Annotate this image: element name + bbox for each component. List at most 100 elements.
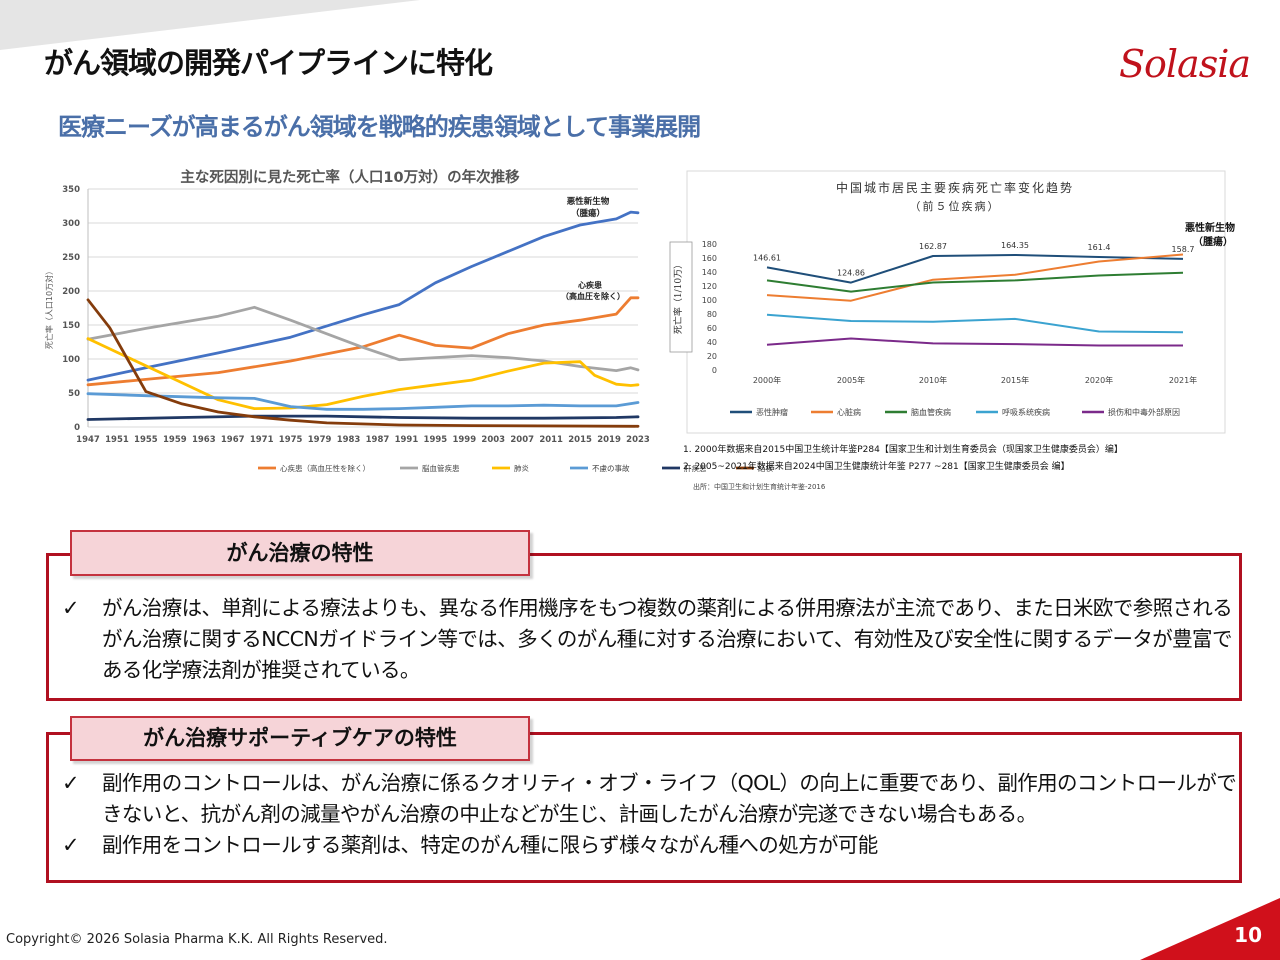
x-tick-label: 2000年 — [753, 375, 781, 385]
data-label: 146.61 — [753, 253, 781, 262]
y-tick-label: 160 — [702, 254, 717, 263]
y-tick-label: 80 — [707, 310, 717, 319]
y-axis-label: 死亡率（1/10万） — [672, 260, 684, 334]
check-icon: ✓ — [62, 596, 80, 620]
y-tick-label: 180 — [702, 240, 717, 249]
y-tick-label: 300 — [62, 219, 80, 229]
x-tick-label: 1995 — [424, 435, 448, 445]
bullet-item: ✓ 副作用のコントロールは、がん治療に係るクオリティ・オブ・ライフ（QOL）の向… — [62, 768, 1238, 830]
legend-label: 损伤和中毒外部原因 — [1108, 407, 1180, 417]
x-tick-label: 1971 — [250, 435, 274, 445]
y-tick-label: 120 — [702, 282, 717, 291]
legend-item: 恶性肿瘤 — [730, 407, 788, 417]
panel-1-bullets: ✓ がん治療は、単剤による療法よりも、異なる作用機序をもつ複数の薬剤による併用療… — [62, 593, 1238, 686]
annotation-malignant-neoplasm: 悪性新生物（腫瘍） — [1185, 221, 1235, 248]
check-icon: ✓ — [62, 833, 80, 857]
x-tick-label: 1999 — [452, 435, 476, 445]
y-tick-label: 250 — [62, 253, 80, 263]
legend-label: 脑血管疾病 — [911, 407, 951, 417]
y-tick-label: 60 — [707, 324, 717, 333]
solasia-logo: Solasia — [1118, 42, 1251, 86]
y-tick-label: 20 — [707, 352, 717, 361]
legend-item: 呼吸系统疾病 — [976, 407, 1050, 417]
y-axis-label: 死亡率（人口10万対） — [44, 267, 54, 349]
x-tick-label: 1955 — [134, 435, 158, 445]
y-tick-label: 100 — [62, 355, 80, 365]
annotation-text: 悪性新生物 — [567, 196, 610, 207]
legend-item: 脳血管疾患 — [400, 463, 460, 473]
annotation-sub: （腫瘍） — [1193, 235, 1233, 248]
legend-item: 結核 — [736, 463, 773, 473]
series-line-肺炎 — [86, 337, 640, 410]
panel-heading: がん治療サポーティブケアの特性 — [70, 716, 530, 761]
china-mortality-chart: 中国城市居民主要疾病死亡率变化趋势 （前５位疾病） 0 20 40 60 80 100 120 1… — [669, 170, 1235, 434]
annotation-sub: （高血圧を除く） — [561, 291, 625, 301]
series-line-脑血管疾病 — [766, 271, 1184, 293]
x-tick-label: 1959 — [163, 435, 187, 445]
chart-frame — [686, 170, 1226, 434]
y-tick-label: 100 — [702, 296, 717, 305]
legend-item: 心疾患（高血圧性を除く） — [258, 463, 370, 473]
chart-notes: 1. 2000年数据来自2015中国卫生统计年鉴P284【国家卫生和计划生育委员… — [683, 442, 1123, 476]
y-tick-label: 0 — [74, 423, 80, 433]
chart-source: 出所：中国卫生和计划生育统计年鉴-2016 — [693, 483, 826, 491]
data-label: 124.86 — [837, 269, 865, 278]
data-label: 162.87 — [919, 242, 947, 251]
x-tick-label: 1979 — [308, 435, 332, 445]
japan-mortality-chart: 主な死因別に見た死亡率（人口10万対）の年次推移0501001502002503… — [44, 168, 773, 473]
series-line-心脏病 — [766, 253, 1184, 302]
x-tick-label: 2011 — [539, 435, 563, 445]
x-tick-label: 1963 — [192, 435, 216, 445]
x-tick-label: 1991 — [395, 435, 419, 445]
panel-heading: がん治療の特性 — [70, 530, 530, 576]
series-line-肝疾患 — [86, 414, 640, 421]
legend-item: 肺炎 — [492, 464, 529, 473]
chart-title: 中国城市居民主要疾病死亡率变化趋势 — [836, 180, 1074, 195]
check-icon: ✓ — [62, 771, 80, 795]
x-tick-label: 1947 — [76, 435, 100, 445]
legend-label: 不慮の事故 — [592, 463, 630, 473]
series-line-悪性新生物 — [86, 210, 640, 382]
x-tick-label: 1983 — [337, 435, 361, 445]
x-tick-label: 2007 — [510, 435, 534, 445]
data-label: 164.35 — [1001, 241, 1029, 250]
x-tick-label: 2005年 — [837, 375, 865, 385]
legend-item: 脑血管疾病 — [885, 407, 951, 417]
legend-label: 肺炎 — [514, 464, 529, 473]
x-tick-label: 2023 — [626, 435, 650, 445]
y-tick-label: 150 — [62, 321, 80, 331]
legend-label: 結核 — [758, 463, 773, 473]
data-label: 158.7 — [1172, 245, 1195, 254]
bullet-item: ✓ がん治療は、単剤による療法よりも、異なる作用機序をもつ複数の薬剤による併用療… — [62, 593, 1238, 686]
bullet-text: がん治療は、単剤による療法よりも、異なる作用機序をもつ複数の薬剤による併用療法が… — [102, 596, 1233, 682]
series-line-恶性肿瘤 — [766, 254, 1184, 284]
page-number-corner — [1140, 898, 1280, 960]
page-title: がん領域の開発パイプラインに特化 — [44, 46, 493, 80]
treatment-characteristics-panel — [46, 553, 1242, 701]
x-tick-label: 2019 — [597, 435, 621, 445]
legend-label: 心脏病 — [837, 407, 861, 417]
corner-decoration — [0, 0, 420, 50]
note-line: 1. 2000年数据来自2015中国卫生统计年鉴P284【国家卫生和计划生育委员… — [683, 445, 1123, 455]
annotation-text: 心疾患 — [578, 280, 602, 290]
x-tick-label: 2020年 — [1085, 375, 1113, 385]
panel-2-bullets: ✓ 副作用のコントロールは、がん治療に係るクオリティ・オブ・ライフ（QOL）の向… — [62, 768, 1238, 861]
legend-item: 损伤和中毒外部原因 — [1082, 407, 1180, 417]
y-tick-label: 140 — [702, 268, 717, 277]
x-tick-label: 1967 — [221, 435, 245, 445]
legend-label: 心疾患（高血圧性を除く） — [280, 463, 370, 473]
legend-label: 呼吸系统疾病 — [1002, 407, 1050, 417]
annotation-sub: （腫瘍） — [571, 208, 605, 219]
chart-subtitle: （前５位疾病） — [910, 199, 1001, 213]
legend-item: 肝疾患 — [662, 463, 707, 473]
annotation-text: 悪性新生物 — [1185, 221, 1235, 234]
legend-label: 脳血管疾患 — [422, 463, 460, 473]
chart-title: 主な死因別に見た死亡率（人口10万対）の年次推移 — [180, 168, 520, 186]
x-tick-label: 1987 — [366, 435, 390, 445]
series-line-呼吸系统疾病 — [766, 313, 1184, 334]
y-tick-label: 200 — [62, 287, 80, 297]
legend-item: 不慮の事故 — [570, 463, 630, 473]
x-tick-label: 2010年 — [919, 375, 947, 385]
x-tick-label: 1975 — [279, 435, 303, 445]
x-tick-label: 2015年 — [1001, 375, 1029, 385]
